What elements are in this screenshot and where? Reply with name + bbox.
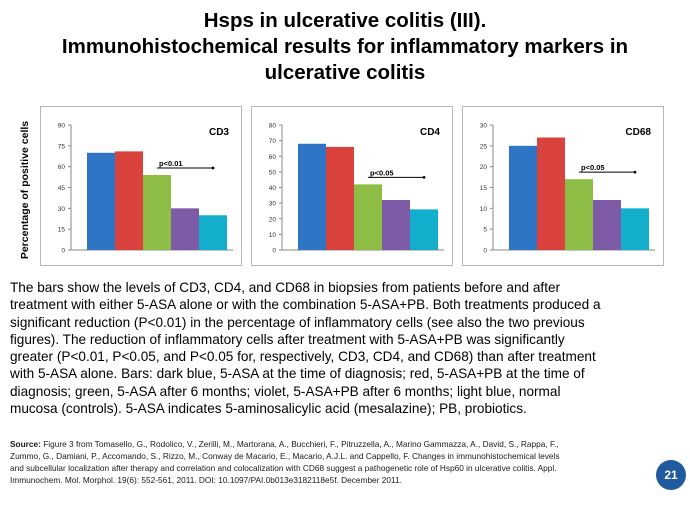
annotation-label: p<0.01: [159, 159, 183, 168]
bar: [410, 209, 438, 250]
bar: [354, 184, 382, 250]
annotation-marker: [633, 170, 637, 174]
y-tick-label: 30: [269, 201, 277, 208]
description-line: mucosa (controls). 5-ASA indicates 5-ami…: [10, 401, 527, 417]
bar: [199, 215, 227, 250]
source-line-3: and subcellular localization after thera…: [10, 463, 557, 473]
y-tick-label: 40: [269, 185, 277, 192]
bar: [537, 137, 565, 250]
description-line: significant reduction (P<0.01) in the pe…: [10, 314, 585, 330]
y-tick-label: 30: [58, 206, 66, 213]
title-line-3: ulcerative colitis: [264, 61, 426, 84]
bar: [509, 145, 537, 250]
y-tick-label: 60: [58, 164, 66, 171]
bar: [298, 143, 326, 250]
chart-cd3: 0 15 30 45 60 75 90 CD3 p<0.01: [40, 106, 242, 266]
bar: [593, 200, 621, 250]
source-line-4: Immunochem. Mol. Morphol. 19(6): 552-561…: [10, 475, 402, 485]
y-tick-label: 60: [269, 154, 277, 161]
slide-title: Hsps in ulcerative colitis (III). Immuno…: [10, 8, 680, 86]
y-tick-label: 75: [58, 143, 66, 150]
bar: [87, 152, 115, 250]
annotation-label: p<0.05: [581, 163, 605, 172]
y-tick-label: 5: [483, 227, 487, 234]
figure-description: The bars show the levels of CD3, CD4, an…: [10, 279, 686, 417]
y-tick-label: 50: [269, 169, 277, 176]
bar: [143, 175, 171, 250]
bar: [115, 151, 143, 250]
source-line-1: Source: Figure 3 from Tomasello, G., Rod…: [10, 438, 650, 450]
y-tick-label: 70: [269, 138, 277, 145]
y-tick-label: 20: [269, 216, 277, 223]
y-tick-label: 25: [480, 143, 488, 150]
y-tick-label: 45: [58, 185, 66, 192]
chart-cd68-svg: 0 5 10 15 20 25 30 CD68 p<0.05: [480, 123, 655, 255]
y-tick-label: 0: [483, 248, 487, 255]
y-axis-label: Percentage of positive cells: [19, 120, 31, 260]
title-line-2: Immunohistochemical results for inflamma…: [61, 35, 629, 58]
chart-title: CD3: [209, 127, 229, 138]
source-text: Figure 3 from Tomasello, G., Rodolico, V…: [40, 439, 559, 449]
y-tick-label: 90: [58, 123, 66, 130]
y-tick-label: 10: [480, 206, 488, 213]
bar: [382, 200, 410, 250]
y-tick-label: 80: [269, 123, 277, 130]
description-line: treatment with either 5-ASA alone or wit…: [10, 297, 601, 313]
y-tick-label: 0: [61, 248, 65, 255]
description-line: diagnosis; green, 5-ASA after 6 months; …: [10, 383, 561, 399]
y-tick-label: 20: [480, 164, 488, 171]
chart-cd3-svg: 0 15 30 45 60 75 90 CD3 p<0.01: [58, 123, 233, 255]
annotation-marker: [422, 175, 426, 179]
y-tick-label: 15: [58, 227, 66, 234]
bar: [565, 179, 593, 250]
chart-title: CD4: [420, 127, 440, 138]
chart-cd4: 0 10 20 30 40 50 60 70 80 CD4 p<0.05: [251, 106, 453, 266]
description-line: The bars show the levels of CD3, CD4, an…: [10, 280, 561, 295]
y-tick-label: 30: [480, 123, 488, 130]
chart-cd4-svg: 0 10 20 30 40 50 60 70 80 CD4 p<0.05: [269, 123, 444, 255]
page-number-badge: 21: [656, 460, 686, 490]
title-line-1: Hsps in ulcerative colitis (III).: [203, 9, 487, 32]
description-line: with 5-ASA alone. Bars: dark blue, 5-ASA…: [10, 366, 585, 382]
chart-title: CD68: [625, 127, 651, 138]
y-tick-label: 10: [269, 232, 277, 239]
source-line-2: Zummo, G., Damiani, P., Accomando, S., R…: [10, 451, 560, 461]
source-citation: Source: Figure 3 from Tomasello, G., Rod…: [10, 438, 650, 486]
y-axis-label-wrap: Percentage of positive cells: [14, 110, 36, 270]
annotation-marker: [211, 166, 215, 170]
bar: [326, 146, 354, 250]
source-label: Source:: [10, 439, 41, 449]
description-line: figures). The reduction of inflammatory …: [10, 331, 565, 347]
chart-cd68: 0 5 10 15 20 25 30 CD68 p<0.05: [462, 106, 664, 266]
y-tick-label: 0: [272, 248, 276, 255]
description-line: greater (P<0.01, P<0.05, and P<0.05 for,…: [10, 349, 596, 365]
annotation-label: p<0.05: [370, 168, 394, 177]
bar: [621, 208, 649, 250]
y-tick-label: 15: [480, 185, 488, 192]
bar: [171, 208, 199, 250]
